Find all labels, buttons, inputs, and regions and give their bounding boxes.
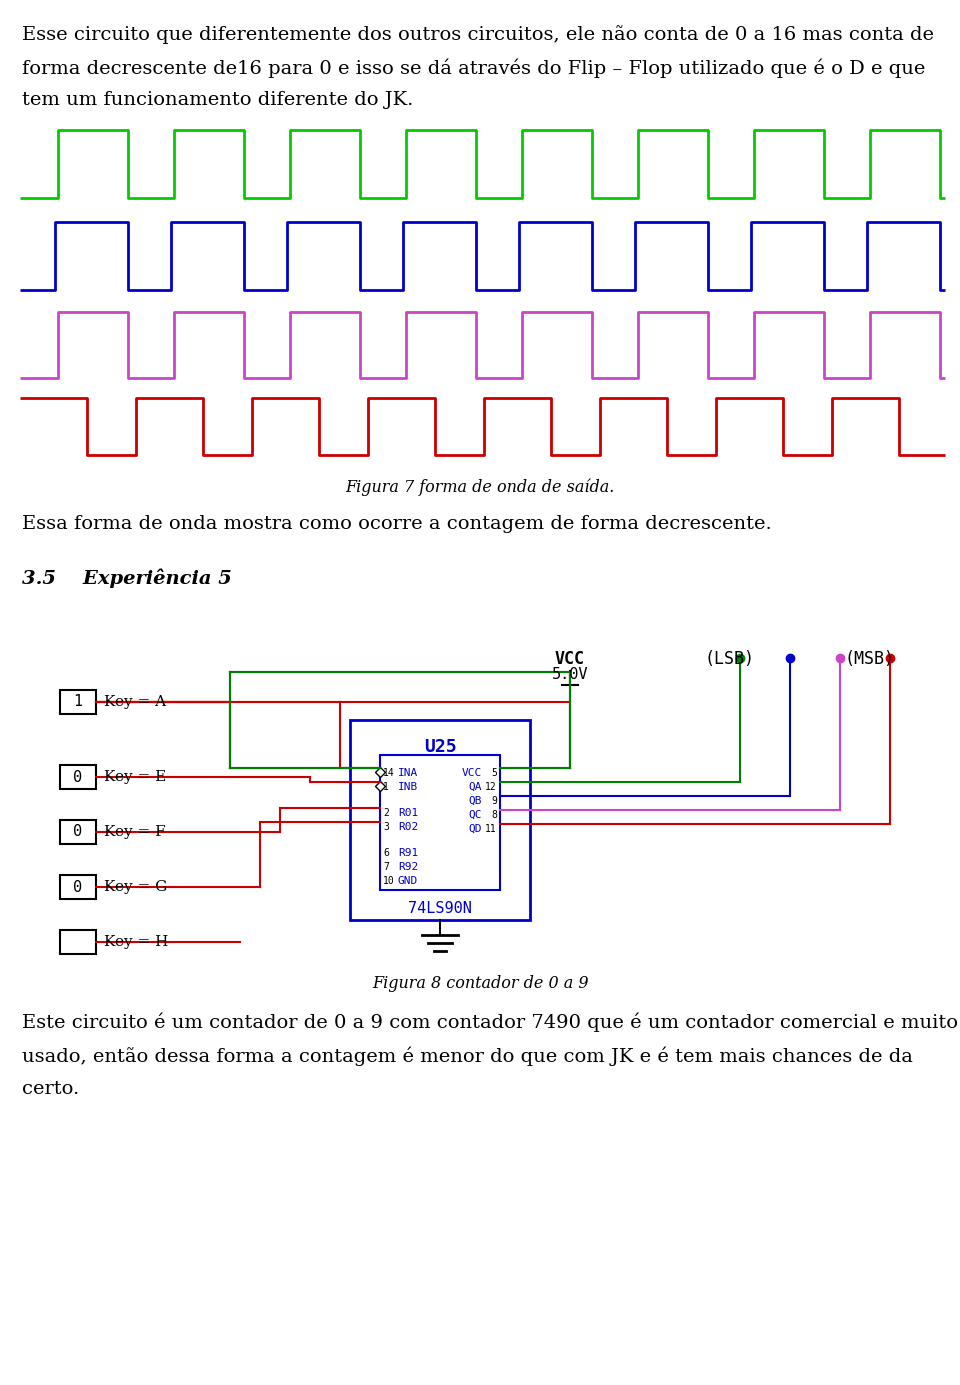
Text: 5.0V: 5.0V	[552, 668, 588, 681]
Text: 0: 0	[73, 770, 83, 784]
Text: R92: R92	[398, 861, 419, 873]
Text: R01: R01	[398, 807, 419, 819]
Text: QD: QD	[468, 824, 482, 834]
Text: usado, então dessa forma a contagem é menor do que com JK e é tem mais chances d: usado, então dessa forma a contagem é me…	[22, 1046, 913, 1065]
Text: Figura 7 forma de onda de saída.: Figura 7 forma de onda de saída.	[346, 478, 614, 496]
Text: 10: 10	[383, 875, 395, 886]
Text: 3: 3	[383, 823, 389, 832]
Bar	[60, 929, 96, 954]
Text: tem um funcionamento diferente do JK.: tem um funcionamento diferente do JK.	[22, 91, 414, 109]
Text: 0: 0	[73, 879, 83, 895]
Text: 3.5    Experiência 5: 3.5 Experiência 5	[22, 568, 232, 587]
Bar	[60, 765, 96, 789]
Text: 9: 9	[492, 796, 497, 806]
Text: R02: R02	[398, 823, 419, 832]
Bar	[60, 690, 96, 715]
Text: 5: 5	[492, 769, 497, 778]
Text: QA: QA	[468, 783, 482, 792]
Text: 11: 11	[485, 824, 497, 834]
Text: 14: 14	[383, 769, 395, 778]
Bar	[60, 875, 96, 899]
Text: Essa forma de onda mostra como ocorre a contagem de forma decrescente.: Essa forma de onda mostra como ocorre a …	[22, 515, 772, 533]
Text: INA: INA	[398, 769, 419, 778]
Text: (LSB): (LSB)	[705, 650, 755, 668]
Text: Key = E: Key = E	[104, 770, 166, 784]
Text: 1: 1	[73, 694, 83, 709]
Text: 74LS90N: 74LS90N	[408, 902, 472, 915]
Text: R91: R91	[398, 848, 419, 857]
Text: Key = H: Key = H	[104, 935, 168, 949]
Text: 7: 7	[383, 861, 389, 873]
Text: GND: GND	[398, 875, 419, 886]
Text: Key = A: Key = A	[104, 695, 166, 709]
Text: Figura 8 contador de 0 a 9: Figura 8 contador de 0 a 9	[372, 975, 588, 992]
Text: forma decrescente de16 para 0 e isso se dá através do Flip – Flop utilizado que : forma decrescente de16 para 0 e isso se …	[22, 58, 925, 78]
Text: VCC: VCC	[462, 769, 482, 778]
Bar	[380, 755, 500, 891]
Text: 2: 2	[383, 807, 389, 819]
Text: 12: 12	[485, 783, 497, 792]
Text: 0: 0	[73, 824, 83, 839]
Text: INB: INB	[398, 783, 419, 792]
Text: 1: 1	[383, 783, 389, 792]
Text: certo.: certo.	[22, 1080, 80, 1098]
Text: 8: 8	[492, 810, 497, 820]
Text: Key = F: Key = F	[104, 825, 166, 839]
Text: Key = G: Key = G	[104, 879, 167, 893]
Text: (MSB): (MSB)	[845, 650, 895, 668]
Text: QC: QC	[468, 810, 482, 820]
Text: Esse circuito que diferentemente dos outros circuitos, ele não conta de 0 a 16 m: Esse circuito que diferentemente dos out…	[22, 25, 934, 44]
Bar	[60, 820, 96, 843]
Text: 6: 6	[383, 848, 389, 857]
Bar	[350, 720, 530, 920]
Text: U25: U25	[423, 738, 456, 756]
Text: VCC: VCC	[555, 650, 585, 668]
Text: QB: QB	[468, 796, 482, 806]
Text: Este circuito é um contador de 0 a 9 com contador 7490 que é um contador comerci: Este circuito é um contador de 0 a 9 com…	[22, 1012, 958, 1032]
